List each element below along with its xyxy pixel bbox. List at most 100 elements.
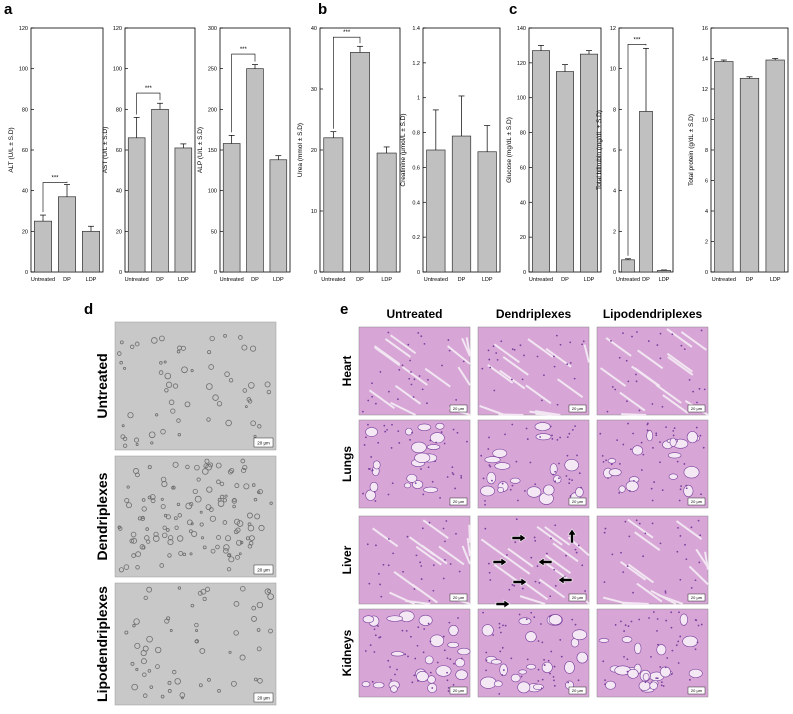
nucleus xyxy=(639,410,641,412)
nucleus xyxy=(437,662,439,664)
nucleus xyxy=(402,364,404,366)
nucleus xyxy=(448,687,450,689)
nucleus xyxy=(488,349,490,351)
y-tick-label: 0 xyxy=(705,270,708,276)
nucleus xyxy=(377,625,379,627)
nucleus xyxy=(389,666,391,668)
nucleus xyxy=(666,657,668,659)
nucleus xyxy=(642,555,644,557)
nucleus xyxy=(636,331,638,333)
nucleus xyxy=(500,340,502,342)
x-tick-label: Untreated xyxy=(321,277,345,283)
nucleus xyxy=(665,620,667,622)
y-tick-label: 6 xyxy=(705,179,708,185)
nucleus xyxy=(530,612,532,614)
nucleus xyxy=(657,644,659,646)
nucleus xyxy=(370,644,372,646)
y-axis-label: Creatinine (μmol/L ± S.D) xyxy=(400,113,407,186)
nucleus xyxy=(571,619,573,621)
x-tick-label: Untreated xyxy=(125,277,149,283)
nucleus xyxy=(522,378,524,380)
nucleus xyxy=(605,459,607,461)
nucleus xyxy=(502,483,504,485)
row-label: Heart xyxy=(340,356,354,387)
nucleus xyxy=(623,656,625,658)
nucleus xyxy=(672,430,674,432)
y-tick-label: 10 xyxy=(311,209,317,215)
x-tick-label: Untreated xyxy=(220,277,244,283)
nucleus xyxy=(656,344,658,346)
nucleus xyxy=(371,470,373,472)
y-tick-label: 0 xyxy=(119,270,122,276)
nucleus xyxy=(534,540,536,542)
nucleus xyxy=(365,650,367,652)
nucleus xyxy=(413,674,415,676)
nucleus xyxy=(445,520,447,522)
scale-bar-label: 20 μm xyxy=(453,595,465,600)
nucleus xyxy=(453,473,455,475)
nucleus xyxy=(371,396,373,398)
nucleus xyxy=(411,432,413,434)
nucleus xyxy=(622,332,624,334)
nucleus xyxy=(489,367,491,369)
nucleus xyxy=(652,500,654,502)
tissue-space xyxy=(660,667,670,677)
nucleus xyxy=(553,569,555,571)
tissue-space xyxy=(425,656,433,664)
bar xyxy=(34,221,51,272)
x-tick-label: LDP xyxy=(659,277,670,283)
nucleus xyxy=(409,439,411,441)
nucleus xyxy=(566,475,568,477)
nucleus xyxy=(559,639,561,641)
y-tick-label: 20 xyxy=(22,229,28,235)
nucleus xyxy=(602,660,604,662)
nucleus xyxy=(512,485,514,487)
histology-lungs-lipodendriplexes: 20 μm xyxy=(597,420,708,508)
tissue-space xyxy=(639,681,650,690)
nucleus xyxy=(365,436,367,438)
nucleus xyxy=(453,684,455,686)
nucleus xyxy=(670,611,672,613)
nucleus xyxy=(659,666,661,668)
y-tick-label: 40 xyxy=(311,26,317,32)
x-tick-label: DP xyxy=(458,277,466,283)
histology-lungs-dendriplexes: 20 μm xyxy=(478,420,589,508)
nucleus xyxy=(512,584,514,586)
tissue-space xyxy=(564,661,574,673)
nucleus xyxy=(567,436,569,438)
nucleus xyxy=(443,578,445,580)
nucleus xyxy=(493,390,495,392)
bar xyxy=(128,138,145,272)
nucleus xyxy=(660,358,662,360)
nucleus xyxy=(396,669,398,671)
nucleus xyxy=(414,658,416,660)
nucleus xyxy=(615,624,617,626)
nucleus xyxy=(558,477,560,479)
nucleus xyxy=(641,442,643,444)
tissue-space xyxy=(411,442,426,453)
scale-bar-label: 20 μm xyxy=(691,688,703,693)
nucleus xyxy=(504,433,506,435)
nucleus xyxy=(380,596,382,598)
nucleus xyxy=(414,588,416,590)
bar xyxy=(740,78,758,272)
nucleus xyxy=(457,432,459,434)
nucleus xyxy=(391,424,393,426)
nucleus xyxy=(671,333,673,335)
significance-label: *** xyxy=(51,176,59,182)
nucleus xyxy=(489,579,491,581)
nucleus xyxy=(553,676,555,678)
y-tick-label: 100 xyxy=(113,67,122,73)
nucleus xyxy=(383,564,385,566)
nucleus xyxy=(554,366,556,368)
nucleus xyxy=(683,463,685,465)
nucleus xyxy=(415,482,417,484)
x-tick-label: LDP xyxy=(86,277,97,283)
nucleus xyxy=(632,433,634,435)
nucleus xyxy=(537,356,539,358)
tissue-space xyxy=(605,681,615,689)
nucleus xyxy=(636,380,638,382)
nucleus xyxy=(428,600,430,602)
nucleus xyxy=(488,359,490,361)
